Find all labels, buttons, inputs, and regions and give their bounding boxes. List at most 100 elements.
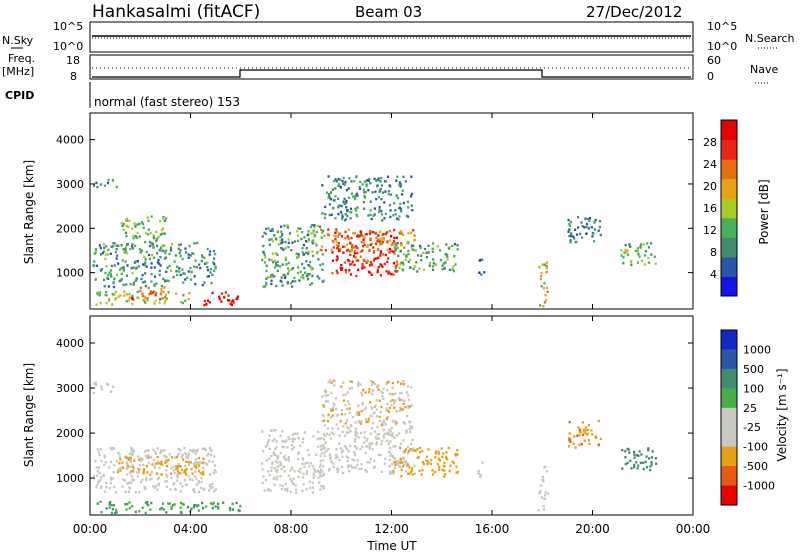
heatmap-cell: [416, 270, 419, 273]
heatmap-cell: [125, 224, 128, 228]
heatmap-cell: [237, 509, 240, 512]
heatmap-cell: [176, 476, 179, 479]
cpid-text: normal (fast stereo) 153: [94, 95, 240, 109]
heatmap-cell: [374, 190, 377, 193]
heatmap-cell: [152, 256, 155, 259]
heatmap-cell: [131, 272, 134, 275]
velocity-ylabel: Slant Range [km]: [22, 363, 36, 467]
colorbar-swatch: [721, 120, 737, 141]
heatmap-cell: [339, 447, 342, 450]
heatmap-cell: [354, 207, 357, 211]
heatmap-cell: [341, 455, 344, 458]
heatmap-cell: [176, 273, 179, 277]
heatmap-cell: [117, 262, 120, 265]
heatmap-cell: [636, 261, 639, 264]
heatmap-cell: [626, 461, 629, 465]
heatmap-cell: [156, 456, 159, 459]
heatmap-cell: [312, 229, 315, 232]
heatmap-cell: [291, 448, 294, 451]
heatmap-cell: [590, 226, 593, 229]
heatmap-cell: [333, 403, 336, 407]
heatmap-cell: [231, 502, 234, 505]
heatmap-cell: [320, 437, 323, 440]
heatmap-cell: [388, 428, 391, 431]
heatmap-cell: [97, 466, 101, 469]
heatmap-cell: [391, 455, 395, 458]
heatmap-cell: [591, 433, 594, 436]
heatmap-cell: [166, 266, 169, 269]
heatmap-cell: [182, 458, 185, 461]
colorbar-tick-label: -100: [743, 441, 768, 454]
heatmap-cell: [359, 448, 362, 451]
heatmap-cell: [291, 267, 295, 270]
heatmap-cell: [128, 501, 131, 504]
heatmap-cell: [193, 242, 196, 245]
heatmap-cell: [122, 478, 125, 481]
heatmap-cell: [582, 430, 585, 433]
heatmap-cell: [99, 301, 102, 305]
heatmap-cell: [315, 453, 318, 456]
ytick-label: 3000: [56, 382, 84, 395]
heatmap-cell: [265, 459, 268, 462]
heatmap-cell: [111, 293, 114, 296]
heatmap-cell: [355, 411, 359, 414]
heatmap-cell: [277, 243, 281, 246]
heatmap-cell: [207, 489, 211, 492]
heatmap-cell: [588, 219, 591, 222]
heatmap-cell: [170, 466, 173, 470]
heatmap-cell: [230, 303, 233, 307]
heatmap-cell: [156, 447, 159, 450]
heatmap-cell: [161, 232, 164, 235]
heatmap-cell: [288, 437, 291, 441]
heatmap-cell: [388, 458, 391, 462]
heatmap-cell: [540, 271, 543, 275]
heatmap-cell: [427, 251, 430, 254]
nsky-label: N.Sky: [2, 34, 34, 47]
heatmap-cell: [131, 453, 134, 457]
heatmap-cell: [348, 259, 351, 263]
heatmap-cell: [193, 465, 196, 468]
heatmap-cell: [272, 260, 275, 264]
heatmap-cell: [336, 247, 339, 250]
heatmap-cell: [150, 501, 153, 505]
heatmap-cell: [286, 282, 289, 285]
heatmap-cell: [343, 261, 346, 264]
heatmap-cell: [264, 232, 267, 236]
colorbar-tick-label: 1000: [743, 343, 771, 356]
heatmap-cell: [628, 244, 631, 247]
heatmap-cell: [388, 392, 391, 396]
heatmap-cell: [446, 255, 449, 259]
heatmap-cell: [355, 209, 358, 212]
heatmap-cell: [350, 249, 353, 253]
heatmap-cell: [343, 197, 346, 200]
heatmap-cell: [311, 240, 314, 243]
heatmap-cell: [359, 250, 362, 253]
heatmap-cell: [155, 282, 158, 285]
heatmap-cell: [390, 453, 393, 456]
heatmap-cell: [283, 273, 286, 277]
heatmap-cell: [105, 276, 109, 280]
heatmap-cell: [105, 290, 108, 294]
heatmap-cell: [638, 450, 641, 453]
heatmap-cell: [403, 422, 406, 425]
heatmap-cell: [363, 431, 366, 434]
heatmap-cell: [138, 491, 141, 494]
heatmap-cell: [315, 230, 318, 234]
heatmap-cell: [165, 460, 168, 464]
heatmap-cell: [279, 460, 282, 464]
heatmap-cell: [430, 458, 433, 462]
heatmap-cell: [286, 446, 289, 449]
heatmap-cell: [368, 232, 372, 235]
heatmap-cell: [346, 400, 350, 403]
heatmap-cell: [395, 421, 398, 424]
heatmap-cell: [402, 439, 405, 442]
heatmap-cell: [362, 258, 365, 262]
nsearch-label: N.Search: [745, 32, 795, 45]
heatmap-cell: [112, 504, 116, 507]
heatmap-cell: [371, 392, 374, 395]
heatmap-cell: [319, 463, 322, 466]
heatmap-cell: [385, 409, 388, 412]
heatmap-cell: [362, 441, 366, 444]
heatmap-cell: [358, 413, 361, 416]
heatmap-cell: [354, 421, 357, 424]
